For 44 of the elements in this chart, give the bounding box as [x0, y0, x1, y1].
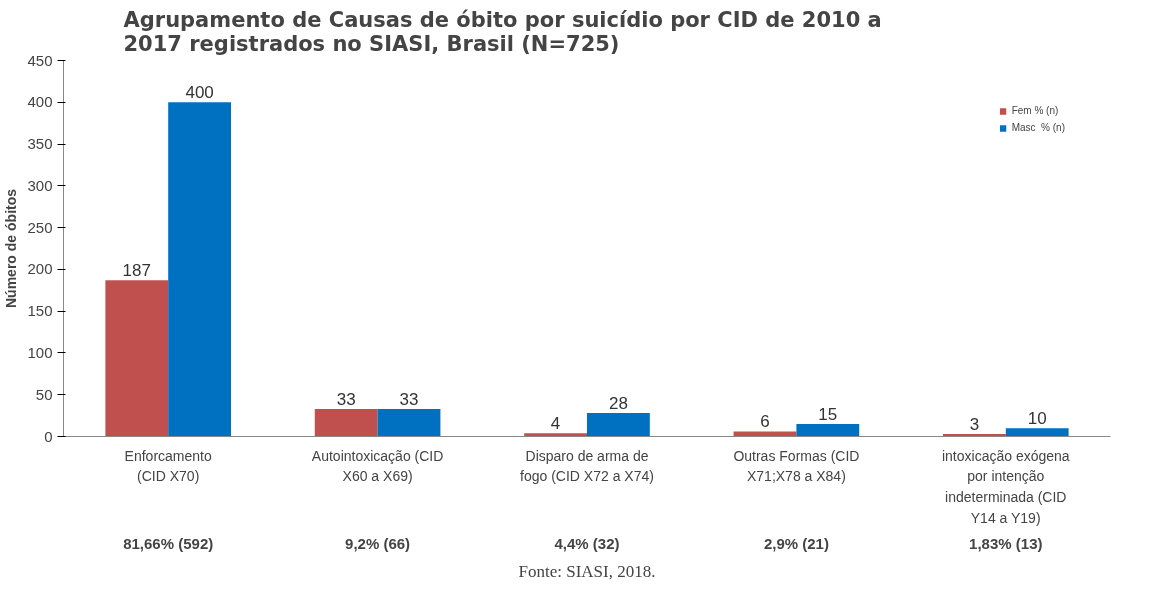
text: 81,66% (592) — [123, 534, 214, 552]
x-tick-label: Enforcamento (CID X70) — [124, 447, 212, 485]
bar — [796, 423, 860, 437]
bar — [168, 102, 232, 437]
y-tick-label: 350 — [27, 135, 53, 153]
text: 9,2% (66) — [345, 534, 411, 552]
x-tick-label: Autointoxicação (CID X60 a X69) — [311, 447, 444, 485]
data-label: 4 — [550, 414, 561, 434]
data-label: 187 — [122, 261, 151, 281]
text: 4,4% (32) — [554, 534, 620, 552]
bar — [587, 413, 650, 437]
y-tick-label: 150 — [27, 302, 53, 320]
bar — [105, 280, 169, 437]
y-tick-label: 300 — [27, 176, 53, 194]
y-tick-label: 200 — [27, 260, 53, 278]
y-tick-label: 250 — [27, 218, 53, 236]
x-tick-label: Outras Formas (CID X71;X78 a X84) — [733, 447, 860, 485]
legend-label: Masc % (n) — [1011, 122, 1065, 133]
data-label: 28 — [608, 394, 628, 414]
data-label: 3 — [969, 414, 980, 434]
data-label: 10 — [1027, 409, 1047, 429]
y-tick-label: 0 — [44, 427, 53, 445]
chart-title: Agrupamento de Causas de óbito por suicídio por CID de 2010 a 2017 registrados no SIASI, Brasil (N=725) — [123, 7, 882, 56]
data-label: 33 — [336, 389, 356, 409]
bar — [377, 408, 441, 437]
legend-label: Fem % (n) — [1011, 105, 1059, 116]
bar — [524, 433, 587, 437]
text: 1,83% (13) — [969, 534, 1043, 552]
y-axis-title: Número de óbitos — [3, 188, 20, 308]
y-tick-label: 100 — [27, 343, 53, 361]
bar — [314, 408, 378, 437]
data-label: 33 — [399, 389, 419, 409]
data-label: 400 — [185, 83, 214, 103]
bar — [1005, 428, 1069, 437]
x-tick-label: Disparo de arma de fogo (CID X72 a X74) — [520, 447, 654, 485]
y-tick-label: 400 — [27, 93, 53, 111]
bar — [733, 431, 797, 437]
data-label: 6 — [760, 412, 770, 432]
text: 2,9% (21) — [763, 534, 829, 552]
data-label: 15 — [818, 404, 838, 424]
source-note: Fonte: SIASI, 2018. — [518, 561, 656, 581]
y-tick-label: 450 — [27, 51, 53, 69]
x-tick-label: intoxicação exógena por intenção indeterminada (CID Y14 a Y19) — [941, 447, 1070, 526]
y-tick-label: 50 — [35, 385, 53, 403]
